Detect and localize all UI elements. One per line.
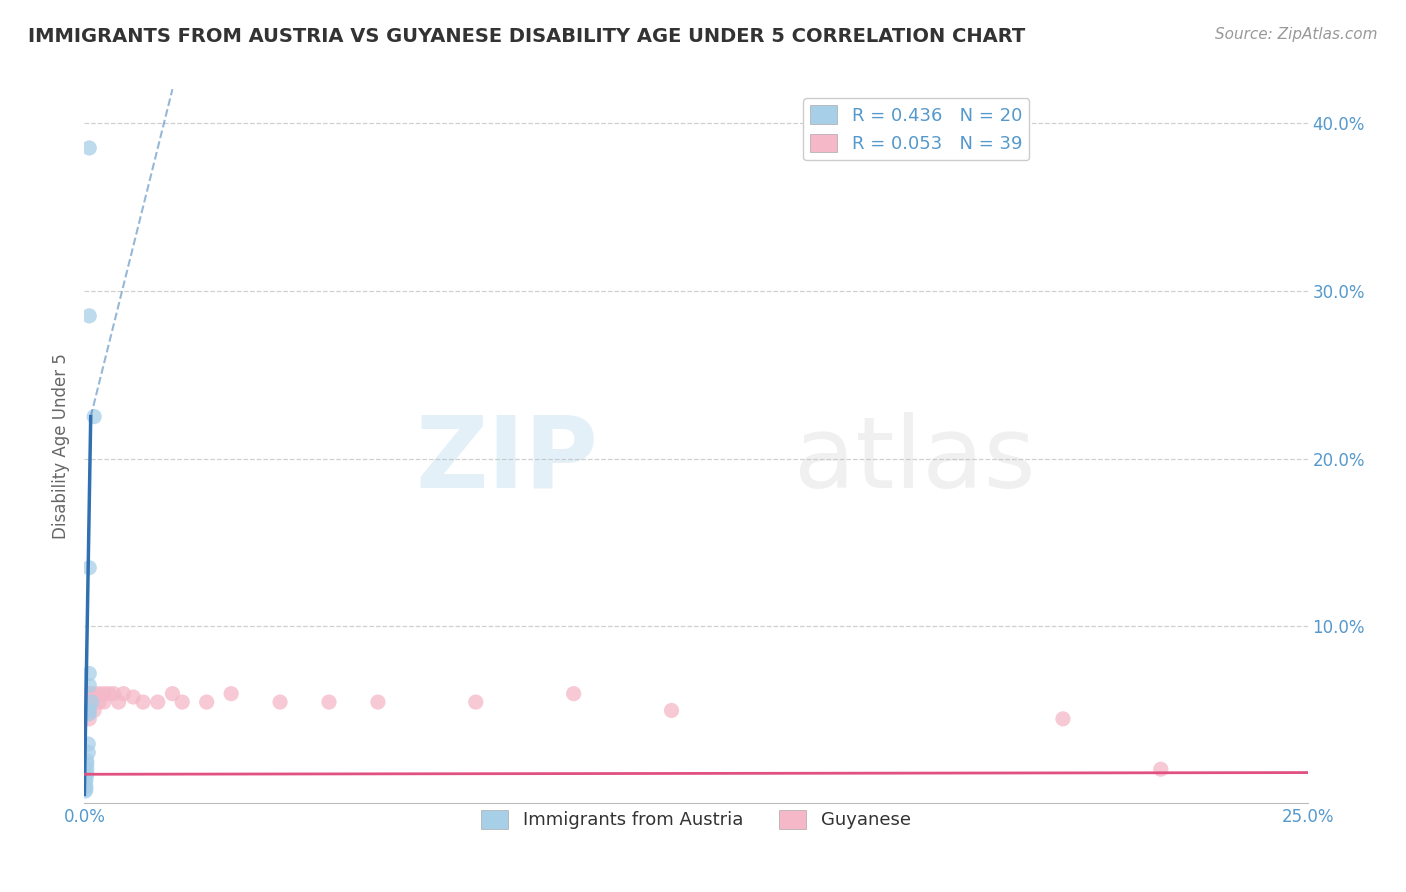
Point	[219, 687, 242, 701]
Point	[87, 687, 110, 701]
Point	[75, 695, 97, 709]
Point	[83, 703, 105, 717]
Point	[97, 687, 120, 701]
Point	[195, 695, 218, 709]
Point	[269, 695, 291, 709]
Point	[79, 687, 101, 701]
Point	[77, 737, 100, 751]
Point	[77, 746, 100, 760]
Point	[77, 678, 100, 692]
Point	[77, 687, 100, 701]
Legend: Immigrants from Austria, Guyanese: Immigrants from Austria, Guyanese	[474, 803, 918, 837]
Point	[76, 754, 98, 768]
Text: ZIP: ZIP	[415, 412, 598, 508]
Point	[76, 687, 98, 701]
Point	[75, 779, 97, 793]
Point	[77, 309, 100, 323]
Point	[464, 695, 486, 709]
Point	[172, 695, 194, 709]
Point	[77, 695, 100, 709]
Point	[77, 703, 100, 717]
Point	[122, 690, 145, 704]
Point	[93, 695, 115, 709]
Point	[132, 695, 155, 709]
Point	[75, 703, 97, 717]
Point	[107, 695, 129, 709]
Point	[146, 695, 169, 709]
Point	[76, 762, 98, 776]
Point	[77, 712, 100, 726]
Point	[75, 706, 97, 721]
Point	[75, 687, 97, 701]
Point	[80, 695, 103, 709]
Point	[562, 687, 585, 701]
Point	[162, 687, 184, 701]
Point	[318, 695, 340, 709]
Point	[75, 771, 97, 785]
Point	[75, 784, 97, 798]
Point	[80, 695, 103, 709]
Point	[76, 690, 98, 704]
Point	[77, 706, 100, 721]
Point	[367, 695, 389, 709]
Point	[76, 703, 98, 717]
Point	[87, 695, 110, 709]
Point	[76, 767, 98, 781]
Point	[77, 141, 100, 155]
Point	[93, 687, 115, 701]
Point	[75, 695, 97, 709]
Point	[1150, 762, 1173, 776]
Point	[75, 782, 97, 797]
Text: Source: ZipAtlas.com: Source: ZipAtlas.com	[1215, 27, 1378, 42]
Text: IMMIGRANTS FROM AUSTRIA VS GUYANESE DISABILITY AGE UNDER 5 CORRELATION CHART: IMMIGRANTS FROM AUSTRIA VS GUYANESE DISA…	[28, 27, 1025, 45]
Point	[77, 703, 100, 717]
Point	[77, 560, 100, 574]
Point	[77, 666, 100, 681]
Point	[75, 774, 97, 789]
Point	[83, 687, 105, 701]
Point	[112, 687, 135, 701]
Text: atlas: atlas	[794, 412, 1035, 508]
Point	[103, 687, 125, 701]
Point	[661, 703, 683, 717]
Point	[83, 409, 105, 424]
Point	[1052, 712, 1074, 726]
Y-axis label: Disability Age Under 5: Disability Age Under 5	[52, 353, 70, 539]
Point	[76, 757, 98, 772]
